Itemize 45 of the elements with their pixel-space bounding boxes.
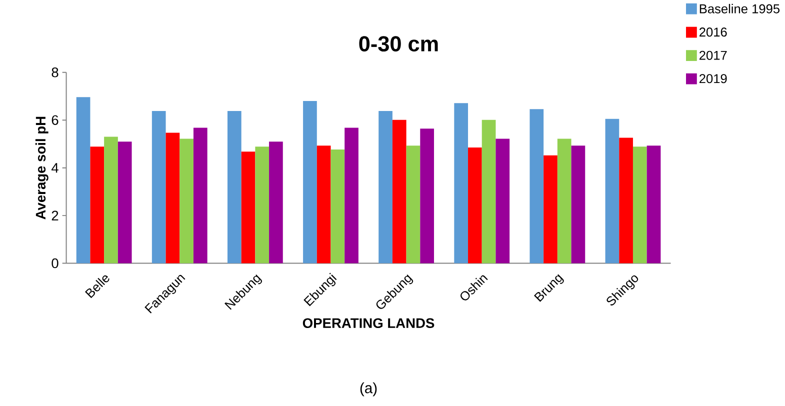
legend-label: 2017 [700, 50, 727, 60]
bar [482, 120, 496, 264]
bar [166, 132, 180, 264]
bar [241, 152, 256, 264]
bar [406, 146, 420, 264]
bar [269, 142, 283, 264]
bar [330, 150, 345, 264]
bar [378, 111, 392, 264]
legend-label: 2019 [700, 74, 727, 84]
bar [530, 109, 544, 264]
bar [454, 103, 468, 264]
bar [104, 136, 118, 264]
bar [76, 97, 90, 264]
bar [468, 148, 482, 264]
bar [227, 111, 242, 264]
y-tick-label: 4 [51, 163, 58, 173]
bar [344, 128, 358, 264]
bar [420, 128, 434, 264]
y-tick-label: 0 [52, 258, 58, 268]
legend-label: 2016 [700, 28, 727, 37]
y-tick-label: 6 [52, 115, 58, 126]
bar [605, 119, 620, 264]
bar [255, 146, 270, 264]
bar [193, 128, 208, 264]
y-tick-label: 8 [52, 68, 58, 78]
bar [180, 138, 194, 264]
bar [118, 142, 132, 264]
bar [316, 146, 331, 264]
bar [544, 156, 558, 264]
bar [619, 138, 633, 264]
bar [496, 138, 510, 264]
legend-label: Baseline 1995 [700, 4, 780, 14]
bar [646, 146, 661, 264]
bar [392, 120, 406, 264]
bar [571, 146, 586, 264]
bar [152, 111, 166, 264]
y-tick-label: 2 [52, 210, 58, 220]
bar [632, 146, 647, 264]
x-axis-title: OPERATING LANDS [302, 318, 434, 328]
chart-title: 0-30 cm [359, 36, 438, 52]
bar [557, 138, 572, 264]
text: (a) [360, 382, 377, 396]
y-axis-title: Average soil pH [35, 116, 48, 220]
bar [303, 101, 317, 264]
bar [90, 146, 104, 264]
